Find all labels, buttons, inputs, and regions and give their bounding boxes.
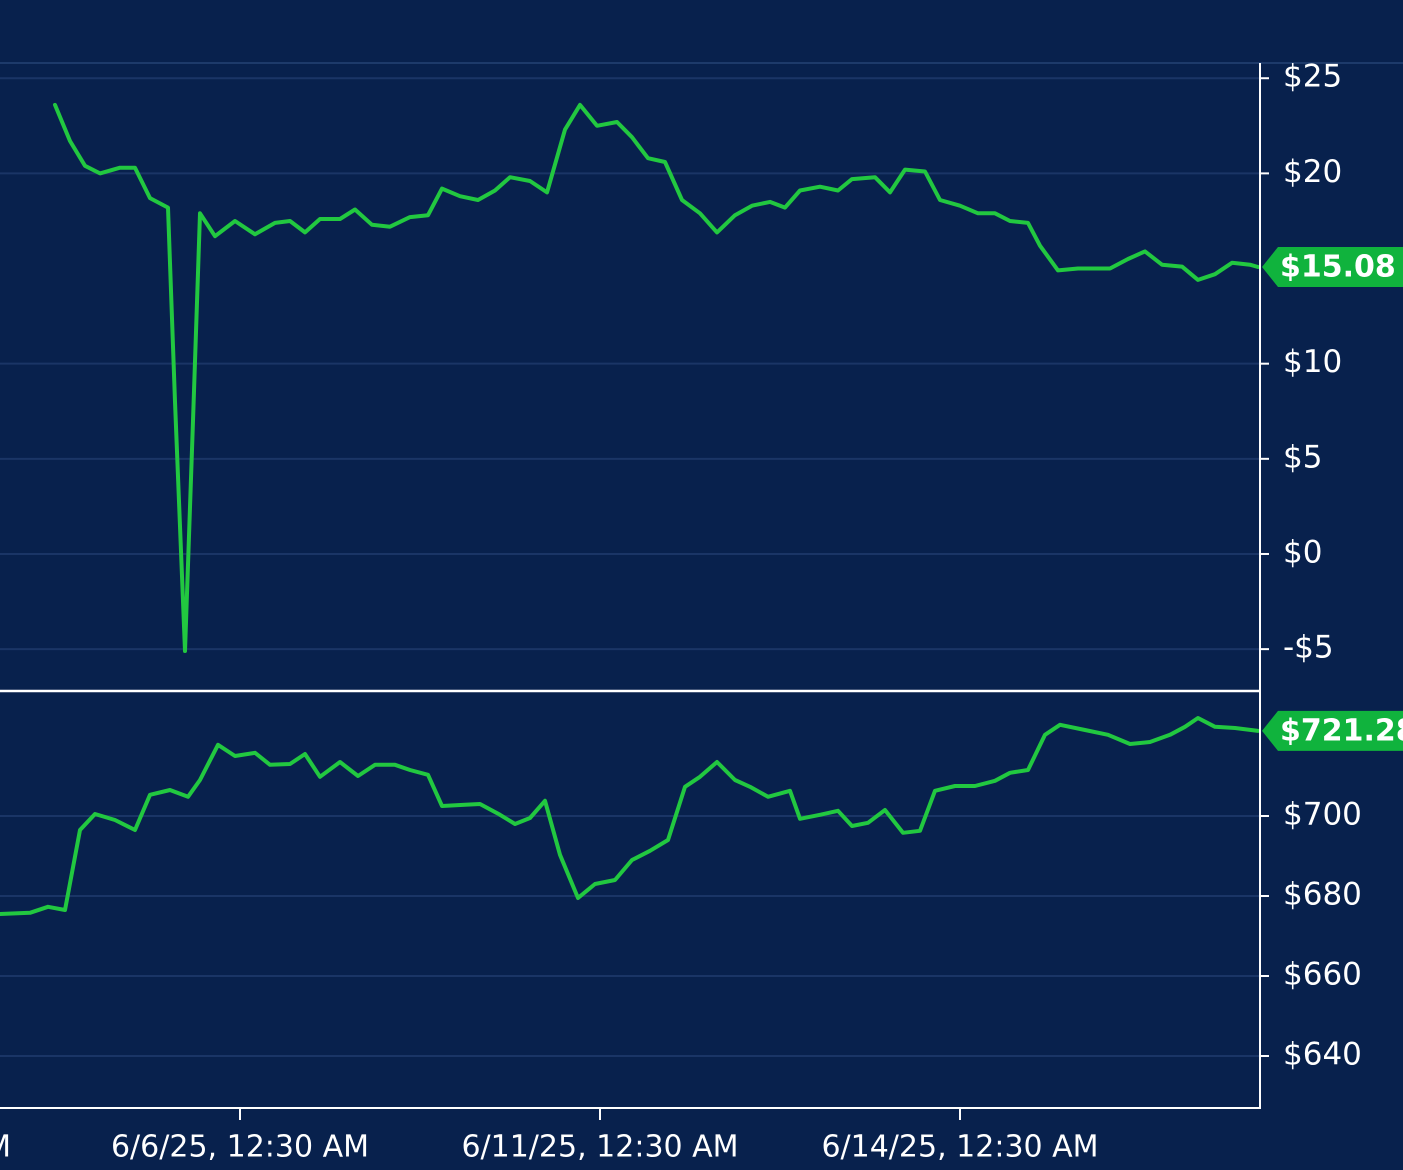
price-line	[53, 102, 1260, 653]
y-tick-label: $25	[1283, 59, 1342, 95]
price-badge-label: $15.08	[1280, 250, 1396, 285]
y-tick-label: $20	[1283, 154, 1342, 190]
price-badge	[1262, 710, 1403, 751]
price-line	[0, 716, 1260, 916]
price-badge-label: $721.28	[1280, 713, 1403, 748]
x-tick-label: 6/11/25, 12:30 AM	[461, 1130, 738, 1165]
x-tick-label: 6/14/25, 12:30 AM	[821, 1130, 1098, 1165]
x-tick-label: M	[0, 1130, 11, 1165]
x-tick-label: 6/6/25, 12:30 AM	[111, 1130, 369, 1165]
y-tick-label: $5	[1283, 439, 1322, 475]
y-tick-label: $0	[1283, 534, 1322, 570]
y-tick-label: -$5	[1283, 630, 1334, 666]
price-badge	[1262, 247, 1403, 288]
y-tick-label: $10	[1283, 344, 1342, 380]
y-tick-label: $660	[1283, 957, 1362, 993]
y-tick-label: $680	[1283, 877, 1362, 913]
y-tick-label: $640	[1283, 1037, 1362, 1073]
y-tick-label: $700	[1283, 797, 1362, 833]
